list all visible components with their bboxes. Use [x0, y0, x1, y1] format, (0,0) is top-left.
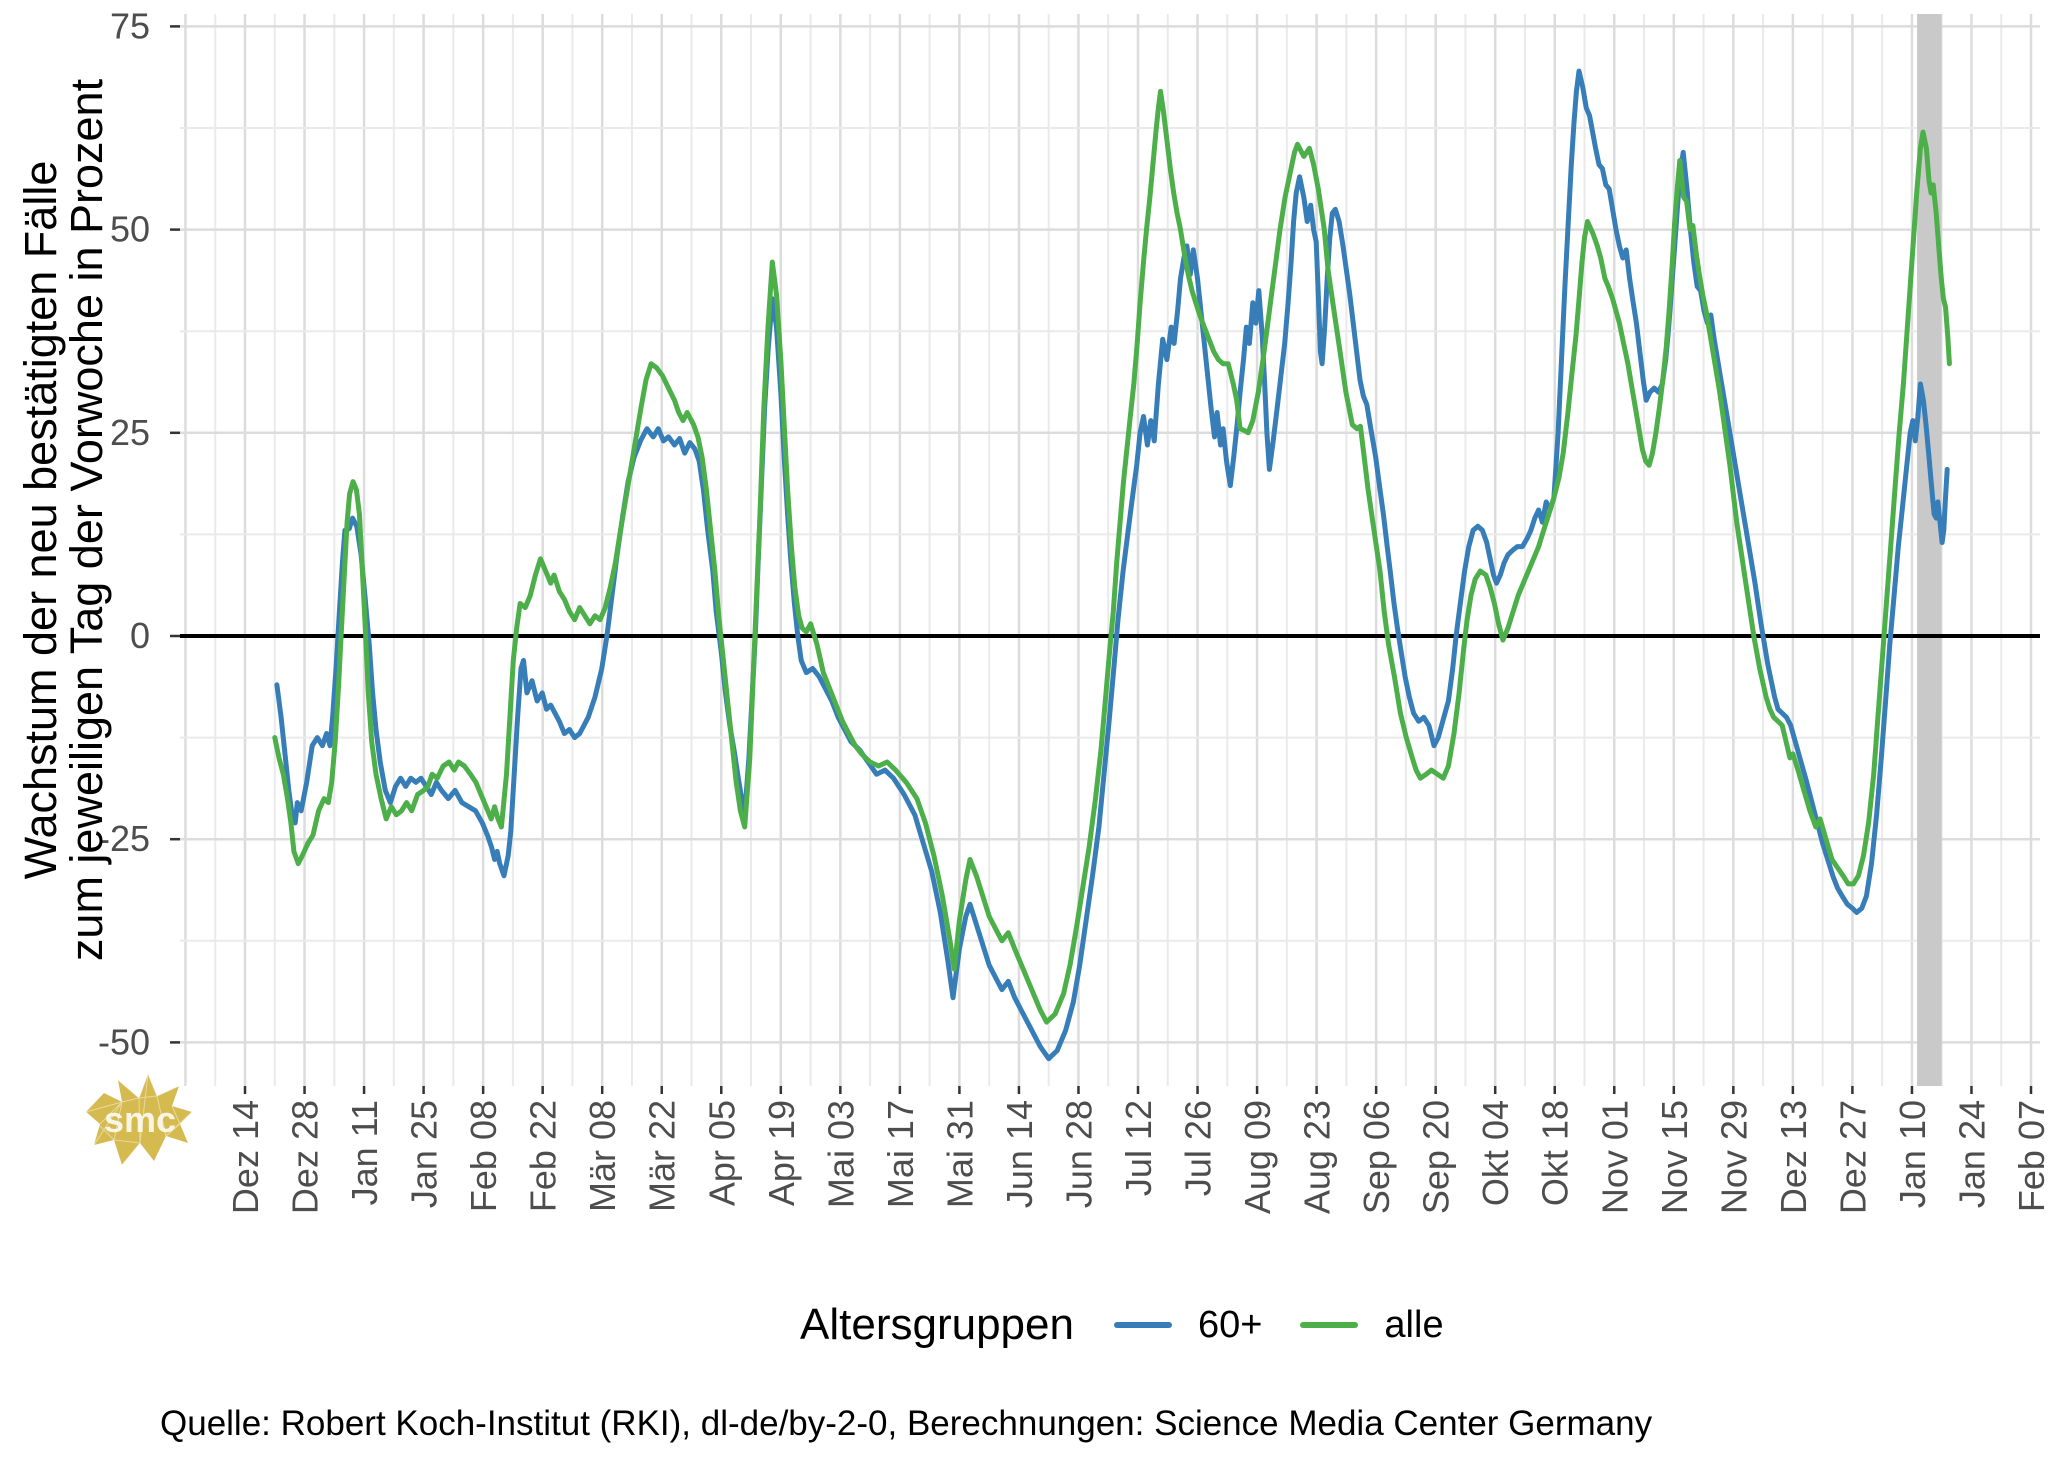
x-tick-label: Feb 08	[463, 1100, 504, 1212]
x-tick-label: Jan 10	[1892, 1100, 1933, 1208]
x-tick-label: Aug 23	[1297, 1100, 1338, 1214]
x-tick-label: Mai 17	[880, 1100, 921, 1208]
x-tick-label: Okt 18	[1535, 1100, 1576, 1206]
x-tick-label: Feb 07	[2011, 1100, 2048, 1212]
series-line-60+	[274, 68, 1950, 1062]
smc-logo: smc	[85, 1072, 193, 1166]
x-tick-label: Jan 11	[344, 1100, 385, 1205]
y-tick-label: -50	[98, 1021, 150, 1062]
x-tick-label: Mai 03	[820, 1100, 861, 1208]
y-tick-label: -25	[98, 818, 150, 859]
y-axis-title: zum jeweiligen Tag der Vorwoche in Proze…	[61, 78, 112, 961]
y-tick-label: 0	[130, 615, 150, 656]
x-tick-label: Dez 13	[1773, 1100, 1814, 1214]
x-tick-label: Apr 19	[761, 1100, 802, 1206]
x-tick-label: Dez 14	[225, 1100, 266, 1214]
chart-legend: Altersgruppen 60+ alle	[800, 1300, 1482, 1350]
x-tick-label: Nov 29	[1713, 1100, 1754, 1214]
legend-swatch-60plus	[1113, 1322, 1172, 1328]
x-tick-label: Jun 14	[999, 1100, 1040, 1208]
y-tick-label: 25	[110, 412, 150, 453]
x-tick-label: Sep 06	[1356, 1100, 1397, 1214]
series-line-alle	[272, 88, 1952, 1025]
legend-item-60plus: 60+	[1113, 1303, 1263, 1347]
x-tick-label: Okt 04	[1475, 1100, 1516, 1206]
y-tick-label: 50	[110, 209, 150, 250]
x-tick-label: Dez 28	[285, 1100, 326, 1214]
source-text: Quelle: Robert Koch-Institut (RKI), dl-d…	[160, 1404, 1653, 1443]
y-tick-label: 75	[110, 5, 150, 46]
x-tick-label: Apr 05	[701, 1100, 742, 1206]
legend-label-alle: alle	[1384, 1303, 1444, 1346]
x-tick-label: Nov 01	[1594, 1100, 1635, 1214]
x-tick-label: Jun 28	[1058, 1100, 1099, 1208]
legend-item-alle: alle	[1300, 1303, 1444, 1347]
x-tick-label: Jul 12	[1118, 1100, 1159, 1196]
x-tick-label: Mai 31	[939, 1100, 980, 1208]
x-tick-label: Mär 22	[642, 1100, 683, 1212]
x-tick-label: Mär 08	[582, 1100, 623, 1212]
smc-logo-shape	[86, 1074, 192, 1165]
legend-title: Altersgruppen	[800, 1300, 1074, 1349]
x-tick-label: Nov 15	[1654, 1100, 1695, 1214]
x-tick-label: Dez 27	[1832, 1100, 1873, 1214]
x-tick-label: Sep 20	[1416, 1100, 1457, 1214]
x-tick-label: Jul 26	[1178, 1100, 1219, 1196]
legend-swatch-alle	[1300, 1322, 1359, 1328]
x-tick-label: Jan 25	[404, 1100, 445, 1208]
smc-logo-text: smc	[104, 1099, 176, 1140]
x-tick-label: Feb 22	[523, 1100, 564, 1212]
x-tick-label: Jan 24	[1951, 1100, 1992, 1208]
legend-label-60plus: 60+	[1197, 1303, 1263, 1346]
x-tick-label: Aug 09	[1237, 1100, 1278, 1214]
smc-logo-mesh	[85, 1072, 193, 1166]
y-axis-title: Wachstum der neu bestätigten Fälle	[15, 161, 66, 880]
